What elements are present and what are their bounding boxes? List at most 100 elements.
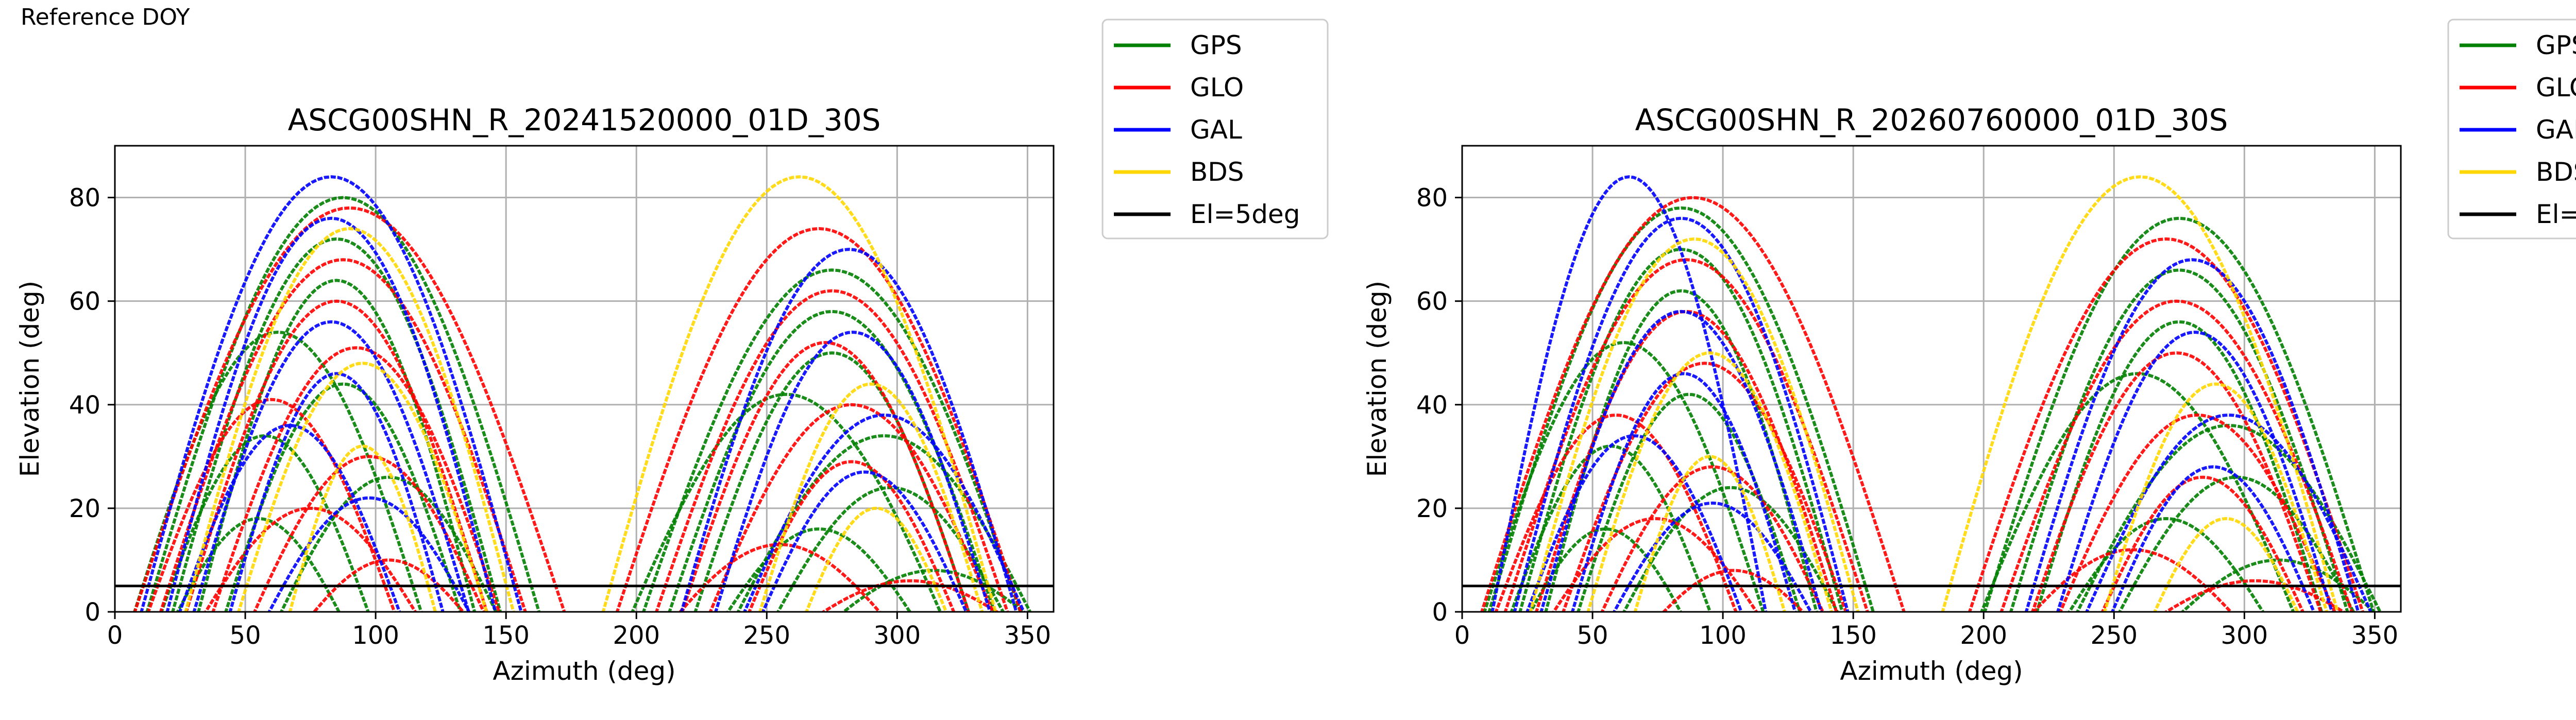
x-tick-label: 350 — [2351, 621, 2399, 650]
series-gps — [132, 196, 1032, 612]
track-bds — [804, 506, 948, 612]
track-glo — [1480, 196, 1906, 612]
y-tick-label: 80 — [69, 184, 100, 213]
track-glo — [1534, 310, 1838, 612]
track-glo — [1999, 299, 2354, 612]
x-tick-label: 200 — [1960, 621, 2007, 650]
legend-label: GPS — [1190, 30, 1242, 60]
track-gps — [1983, 216, 2376, 612]
x-tick-label: 300 — [2221, 621, 2268, 650]
track-glo — [133, 206, 566, 612]
track-glo — [312, 558, 465, 612]
track-glo — [1494, 413, 1738, 612]
legend-label: BDS — [2536, 157, 2576, 187]
track-bds — [1633, 455, 1787, 612]
track-gal — [2084, 413, 2372, 612]
legend-label: GAL — [2536, 115, 2576, 145]
x-tick-label: 250 — [2090, 621, 2138, 650]
track-gal — [1490, 175, 1768, 612]
x-tick-label: 250 — [743, 621, 790, 650]
legend-label: GLO — [1190, 73, 1244, 102]
series-gal — [1490, 175, 2372, 612]
series-bds — [184, 175, 997, 612]
track-gal — [140, 175, 523, 612]
track-gal — [742, 413, 1026, 612]
x-tick-label: 50 — [230, 621, 261, 650]
track-glo — [1968, 237, 2365, 612]
y-tick-label: 40 — [69, 391, 100, 420]
track-bds — [2103, 382, 2329, 612]
x-tick-label: 300 — [874, 621, 921, 650]
y-tick-label: 0 — [84, 598, 100, 627]
track-glo — [681, 341, 971, 612]
track-glo — [615, 227, 1023, 612]
track-bds — [288, 444, 437, 612]
track-gal — [1612, 501, 1813, 612]
legend-label: GLO — [2536, 73, 2576, 102]
track-glo — [204, 506, 417, 612]
y-tick-label: 80 — [1416, 184, 1448, 213]
track-gal — [1526, 434, 1743, 612]
track-gal — [680, 248, 1018, 612]
track-gal — [267, 496, 471, 612]
track-glo — [1552, 517, 1758, 612]
chart-title: ASCG00SHN_R_20241520000_01D_30S — [288, 102, 881, 138]
track-gps — [132, 330, 423, 612]
track-bds — [1529, 237, 1860, 612]
chart-1: 0 50 100 150 200 250 300 350 0 20 40 60 80 ASCG00SHN_… — [15, 19, 1329, 686]
chart-2: 0 50 100 150 200 250 300 350 0 20 40 60 80 ASCG00SHN_… — [1362, 19, 2576, 686]
track-gps — [841, 569, 1026, 612]
track-gal — [228, 372, 445, 612]
track-bds — [2153, 517, 2299, 612]
track-gps — [145, 196, 541, 612]
legend-label: GAL — [1190, 115, 1242, 145]
series-gps — [1483, 206, 2382, 612]
track-glo — [1600, 465, 1825, 612]
track-gps — [641, 268, 1022, 612]
track-gal — [1513, 216, 1850, 612]
series-bds — [1529, 175, 2340, 612]
y-tick-label: 60 — [69, 287, 100, 316]
track-gal — [2024, 258, 2360, 612]
track-gps — [171, 237, 502, 612]
track-bds — [758, 382, 984, 612]
series-glo — [1480, 196, 2365, 612]
track-gps — [2009, 268, 2349, 612]
x-tick-label: 150 — [482, 621, 530, 650]
x-tick-label: 100 — [352, 621, 399, 650]
x-tick-label: 200 — [613, 621, 660, 650]
track-gps — [1622, 486, 1839, 612]
y-tick-label: 60 — [1416, 287, 1448, 316]
track-gal — [714, 330, 992, 612]
series-glo — [133, 206, 1023, 612]
track-gps — [279, 475, 498, 612]
track-gps — [160, 434, 370, 612]
track-gps — [1487, 206, 1875, 612]
x-axis-label: Azimuth (deg) — [493, 656, 675, 686]
y-axis-label: Elevation (deg) — [1362, 281, 1392, 477]
x-axis-label: Azimuth (deg) — [1840, 656, 2023, 686]
y-tick-label: 40 — [1416, 391, 1448, 420]
track-bds — [237, 362, 488, 612]
track-glo — [252, 455, 486, 612]
track-glo — [820, 579, 1000, 612]
track-gal — [761, 470, 968, 612]
axes-frame — [114, 145, 1055, 613]
x-tick-label: 50 — [1577, 621, 1608, 650]
track-gal — [2056, 330, 2334, 612]
track-glo — [748, 460, 956, 612]
track-glo — [2058, 413, 2336, 612]
track-gps — [2035, 320, 2324, 612]
track-gps — [631, 392, 942, 612]
track-glo — [2030, 351, 2323, 612]
track-glo — [655, 289, 1009, 612]
track-gps — [668, 310, 996, 612]
track-glo — [1662, 569, 1805, 612]
y-tick-label: 0 — [1432, 598, 1448, 627]
track-bds — [1586, 351, 1834, 612]
track-glo — [1562, 362, 1848, 612]
track-glo — [2100, 475, 2305, 612]
x-tick-label: 350 — [1004, 621, 1052, 650]
y-tick-label: 20 — [69, 494, 100, 523]
